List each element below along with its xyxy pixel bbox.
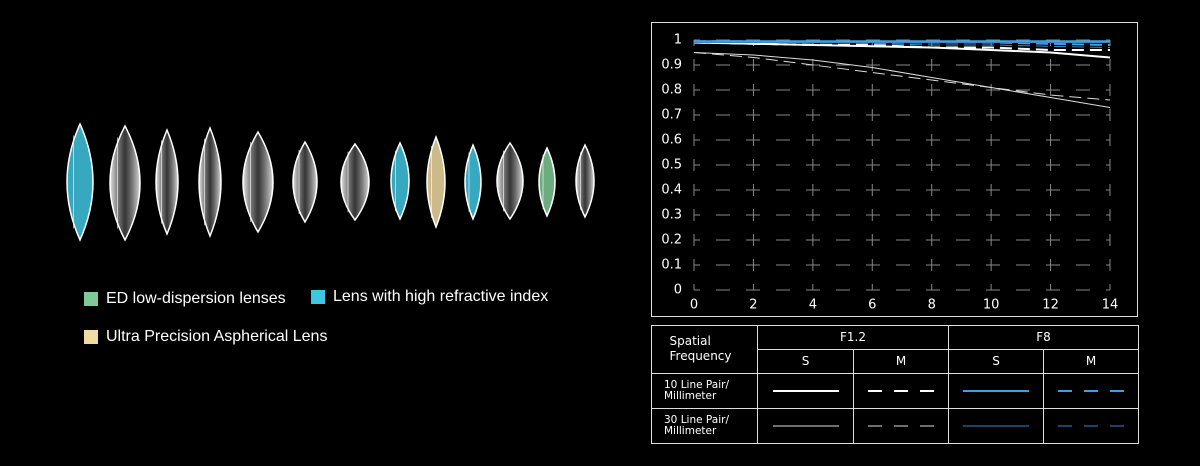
line-sample: [772, 425, 839, 427]
line-sample-cell: [1042, 407, 1140, 445]
legend-label: Ultra Precision Aspherical Lens: [106, 328, 328, 345]
line-sample: [772, 389, 839, 392]
lens: [464, 143, 482, 221]
x-tick-label: 4: [809, 298, 817, 313]
legend-swatch: [311, 290, 325, 304]
lens: [496, 141, 524, 221]
lens: [66, 122, 94, 242]
table-corner: Spatial Frequency: [651, 325, 758, 374]
legend-table: Spatial Frequency F1.2 F8 S M S M 10 Lin…: [651, 325, 1140, 445]
y-tick-label: 1: [674, 33, 682, 48]
chart-frame: [651, 22, 1138, 317]
y-tick-label: 0.8: [661, 83, 682, 98]
aperture-header: F1.2: [757, 325, 949, 350]
line-sample-cell: [1042, 372, 1140, 409]
legend-item: Lens with high refractive index: [311, 288, 548, 306]
x-tick-label: 10: [983, 298, 1000, 313]
type-header: M: [1042, 348, 1140, 374]
line-sample: [868, 389, 934, 392]
row-label: 30 Line Pair/ Millimeter: [651, 407, 758, 445]
mtf-line: [693, 52, 1111, 108]
lens: [292, 140, 318, 224]
x-tick-label: 8: [928, 298, 936, 313]
line-sample: [1058, 425, 1124, 427]
corner-text: Spatial Frequency: [669, 334, 732, 364]
lens: [155, 128, 179, 236]
y-tick-label: 0.6: [661, 133, 682, 148]
y-tick-label: 0.1: [661, 258, 682, 273]
line-sample-cell: [757, 372, 854, 409]
x-tick-label: 2: [749, 298, 757, 313]
y-tick-label: 0.2: [661, 233, 682, 248]
row-label: 10 Line Pair/ Millimeter: [651, 372, 758, 409]
y-tick-label: 0: [674, 283, 682, 298]
type-header: S: [948, 348, 1044, 374]
legend-item: Ultra Precision Aspherical Lens: [84, 328, 327, 346]
lens: [242, 130, 274, 234]
line-sample: [963, 425, 1029, 427]
lens: [109, 124, 141, 242]
mtf-chart: 00.10.20.30.40.50.60.70.80.910 2 4 6 8 10 12 14: [661, 33, 1118, 313]
x-tick-label: 12: [1042, 298, 1059, 313]
x-tick-label: 6: [868, 298, 876, 313]
type-header: S: [757, 348, 854, 374]
line-sample-cell: [948, 407, 1044, 445]
y-tick-label: 0.9: [661, 58, 682, 73]
legend-swatch: [84, 292, 98, 306]
line-sample: [963, 389, 1029, 392]
line-sample-cell: [853, 407, 949, 445]
lens-diagram: [66, 122, 595, 242]
line-sample-cell: [757, 407, 854, 445]
type-header: M: [853, 348, 949, 374]
lens: [340, 142, 370, 222]
x-tick-label: 0: [690, 298, 698, 313]
x-tick-label: 14: [1102, 298, 1119, 313]
legend-label: ED low-dispersion lenses: [106, 290, 286, 307]
line-sample-cell: [948, 372, 1044, 409]
line-sample: [868, 425, 934, 427]
lens: [575, 143, 595, 219]
y-tick-label: 0.7: [661, 108, 682, 123]
mtf-line: [693, 41, 1110, 51]
line-sample: [1058, 389, 1124, 392]
legend-swatch: [84, 330, 98, 344]
lens: [198, 126, 222, 238]
line-sample-cell: [853, 372, 949, 409]
legend-label: Lens with high refractive index: [333, 288, 549, 305]
lens: [538, 146, 556, 218]
mtf-line: [693, 52, 1111, 101]
y-tick-label: 0.5: [661, 158, 682, 173]
lens: [426, 134, 446, 230]
y-tick-label: 0.3: [661, 208, 682, 223]
legend-item: ED low-dispersion lenses: [84, 290, 286, 308]
mtf-line: [694, 42, 1111, 48]
aperture-header: F8: [947, 325, 1140, 350]
y-tick-label: 0.4: [661, 183, 682, 198]
lens: [390, 141, 410, 221]
